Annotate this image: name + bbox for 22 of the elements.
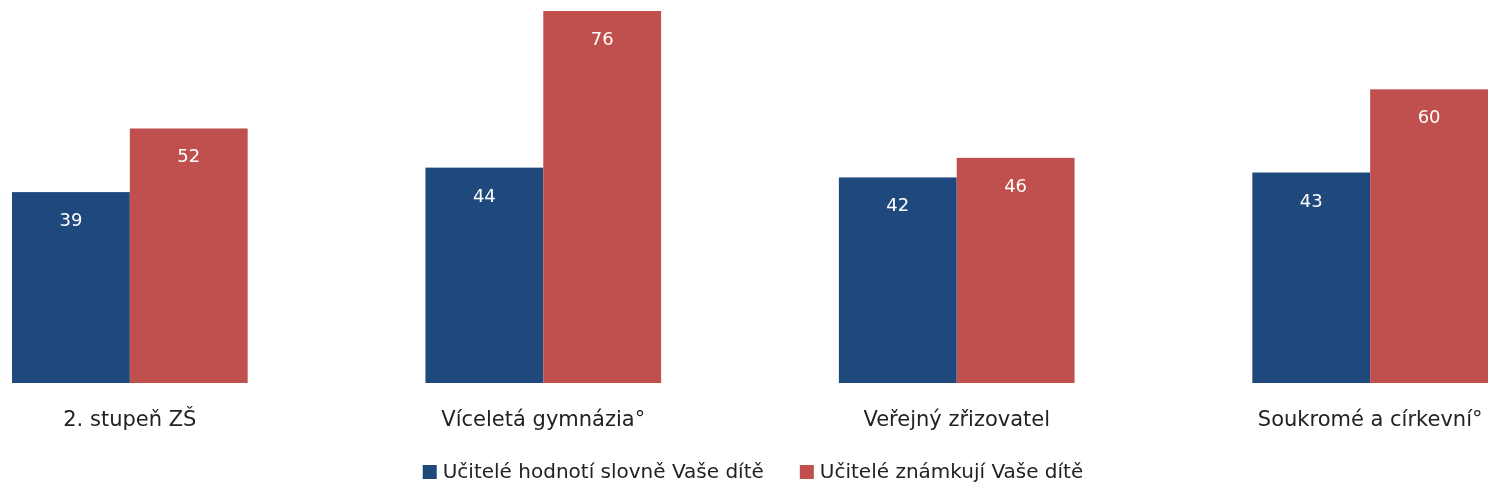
bar bbox=[129, 128, 248, 383]
x-tick-label: 2. stupeň ZŠ bbox=[63, 406, 197, 431]
x-tick-label: Víceletá gymnázia° bbox=[441, 407, 646, 431]
bar bbox=[1370, 89, 1488, 383]
data-label: 76 bbox=[590, 28, 614, 49]
x-tick-label: Veřejný zřizovatel bbox=[863, 407, 1051, 431]
data-label: 46 bbox=[1004, 174, 1028, 196]
legend-label: Učitelé hodnotí slovně Vaše dítě bbox=[442, 459, 764, 483]
bar bbox=[838, 177, 957, 383]
legend-label: Učitelé známkují Vaše dítě bbox=[819, 459, 1084, 483]
bar bbox=[12, 192, 130, 383]
bar bbox=[425, 167, 544, 383]
data-label: 39 bbox=[59, 209, 83, 231]
bar bbox=[1252, 172, 1371, 383]
data-label: 43 bbox=[1299, 189, 1323, 211]
data-label: 44 bbox=[472, 184, 496, 206]
data-label: 60 bbox=[1417, 106, 1441, 128]
data-label: 52 bbox=[177, 145, 201, 167]
bar bbox=[956, 157, 1075, 383]
bar bbox=[543, 11, 662, 383]
data-label: 42 bbox=[886, 194, 910, 216]
x-tick-label: Soukromé a církevní° bbox=[1257, 407, 1483, 431]
